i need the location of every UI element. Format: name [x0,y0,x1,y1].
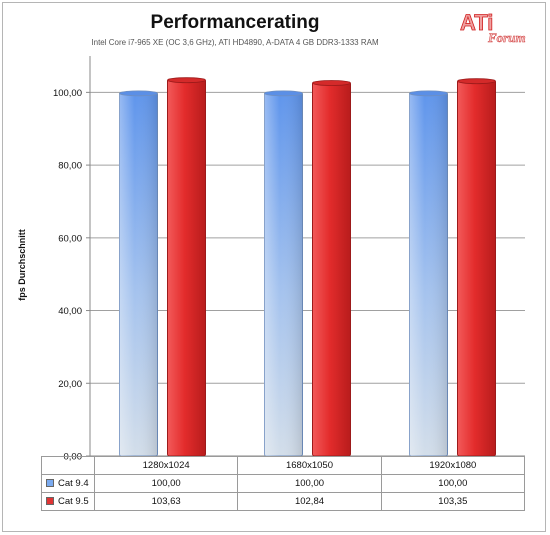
data-table: 1280x1024 1680x1050 1920x1080 Cat 9.4 10… [41,456,526,511]
category-row: 1280x1024 1680x1050 1920x1080 [41,456,526,475]
bar-top-cap [119,90,158,97]
category-label: 1920x1080 [380,456,526,475]
bar-shading [409,92,448,456]
bar-top-cap [409,90,448,97]
category-label: 1680x1050 [237,456,382,475]
logo-sub-text: Forum [487,30,526,45]
table-corner [41,456,95,475]
data-value: 100,00 [380,474,526,493]
series-row-cat95: Cat 9.5 103,63 102,84 103,35 [41,492,526,511]
legend-swatch-blue [46,479,54,488]
bar-shading [119,92,158,456]
data-value: 100,00 [93,474,239,493]
bar-cat-9-5-1680x1050 [312,81,351,457]
data-value: 103,63 [93,492,239,511]
bar-cat-9-5-1280x1024 [167,78,206,457]
bar-top-cap [264,90,303,97]
legend-entry: Cat 9.5 [41,492,95,511]
ati-forum-logo: ATi Forum [460,10,526,46]
legend-entry: Cat 9.4 [41,474,95,493]
y-tick-label: 20,00 [58,379,82,390]
series-row-cat94: Cat 9.4 100,00 100,00 100,00 [41,474,526,493]
y-tick-label: 60,00 [58,233,82,244]
legend-label: Cat 9.5 [58,496,89,507]
chart-subtitle: Intel Core i7-965 XE (OC 3,6 GHz), ATI H… [91,38,379,47]
data-value: 100,00 [237,474,382,493]
y-tick-label: 80,00 [58,161,82,172]
legend-swatch-red [46,497,54,506]
data-value: 103,35 [380,492,526,511]
bar-shading [264,92,303,456]
bar-cat-9-5-1920x1080 [457,79,496,457]
data-value: 102,84 [237,492,382,511]
bar-top-cap [167,77,206,84]
bar-top-cap [457,78,496,85]
y-tick-label: 40,00 [58,306,82,317]
logo-main-text: ATi [460,10,493,35]
category-label: 1280x1024 [93,456,239,475]
legend-label: Cat 9.4 [58,478,89,489]
y-tick-label: 100,00 [53,88,82,99]
bar-top-cap [312,80,351,86]
chart-title: Performancerating [150,12,320,33]
